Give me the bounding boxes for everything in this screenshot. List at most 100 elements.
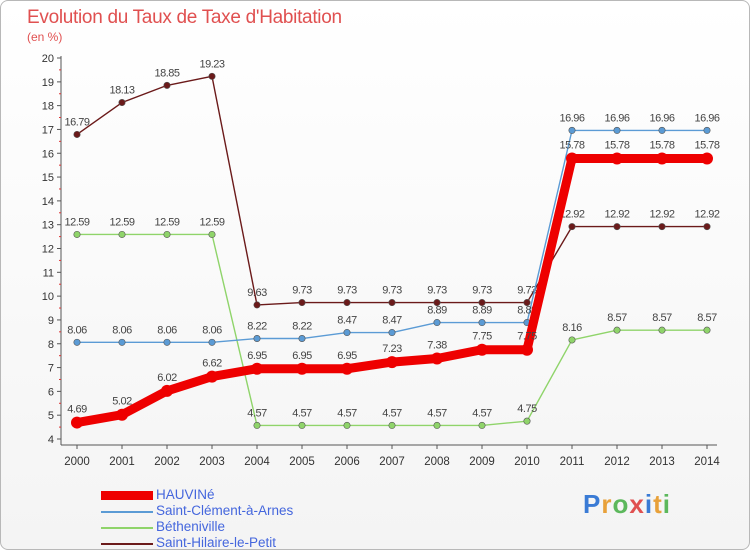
data-point xyxy=(613,223,621,231)
data-point xyxy=(431,352,443,365)
data-label: 9.73 xyxy=(292,285,312,297)
data-label: 16.96 xyxy=(559,112,584,124)
y-tick-label: 4 xyxy=(48,434,54,446)
data-label: 12.92 xyxy=(694,209,719,221)
legend-swatch xyxy=(101,527,153,529)
data-point xyxy=(118,230,126,238)
data-label: 6.95 xyxy=(337,350,357,362)
data-point xyxy=(611,152,623,165)
data-point xyxy=(161,384,173,397)
data-point xyxy=(433,299,441,307)
data-label: 9.73 xyxy=(517,285,537,297)
data-label: 12.92 xyxy=(604,209,629,221)
data-label: 9.73 xyxy=(337,285,357,297)
brand-letter: P xyxy=(583,489,602,519)
x-tick-label: 2012 xyxy=(604,456,630,468)
x-tick-label: 2006 xyxy=(334,456,360,468)
data-point xyxy=(478,421,486,429)
data-label: 18.85 xyxy=(154,67,179,79)
x-tick-label: 2004 xyxy=(244,456,270,468)
data-label: 4.57 xyxy=(337,407,357,419)
data-label: 9.73 xyxy=(382,285,402,297)
y-tick-label: 19 xyxy=(42,77,54,89)
data-point xyxy=(701,152,713,165)
y-tick-label: 11 xyxy=(43,267,54,279)
data-label: 8.47 xyxy=(337,315,357,327)
data-label: 4.57 xyxy=(382,407,402,419)
data-label: 5.02 xyxy=(112,396,132,408)
data-point xyxy=(298,299,306,307)
legend-swatch xyxy=(101,543,153,545)
data-label: 8.57 xyxy=(697,312,717,324)
data-point xyxy=(388,329,396,337)
data-label: 4.57 xyxy=(472,407,492,419)
data-label: 9.73 xyxy=(472,285,492,297)
x-tick-label: 2005 xyxy=(289,456,315,468)
data-label: 4.57 xyxy=(292,407,312,419)
data-label: 15.78 xyxy=(604,139,629,151)
data-point xyxy=(253,421,261,429)
data-point xyxy=(388,421,396,429)
data-point xyxy=(703,126,711,134)
x-tick-label: 2010 xyxy=(514,456,540,468)
x-tick-label: 2002 xyxy=(154,456,180,468)
data-point xyxy=(478,299,486,307)
data-label: 15.78 xyxy=(559,139,584,151)
data-label: 4.75 xyxy=(517,403,537,415)
data-point xyxy=(476,343,488,356)
x-tick-label: 2000 xyxy=(64,456,90,468)
chart-title: Evolution du Taux de Taxe d'Habitation xyxy=(27,7,342,28)
x-tick-label: 2011 xyxy=(560,456,585,468)
data-label: 8.06 xyxy=(67,324,87,336)
legend-label: Bétheniville xyxy=(156,519,226,534)
data-label: 12.92 xyxy=(649,209,674,221)
data-label: 7.75 xyxy=(472,331,492,343)
brand-letter: i xyxy=(662,489,671,519)
data-label: 4.57 xyxy=(247,407,267,419)
y-tick-label: 5 xyxy=(48,410,54,422)
brand-letter: x xyxy=(629,489,645,519)
data-label: 12.59 xyxy=(154,216,179,228)
data-point xyxy=(658,223,666,231)
x-tick-label: 2003 xyxy=(199,456,225,468)
data-label: 19.23 xyxy=(199,58,224,70)
data-label: 15.78 xyxy=(694,139,719,151)
data-point xyxy=(208,72,216,80)
y-tick-label: 9 xyxy=(48,315,54,327)
data-point xyxy=(478,319,486,327)
brand-letter: r xyxy=(601,489,613,519)
y-tick-label: 6 xyxy=(48,386,54,398)
legend-label: Saint-Clément-à-Arnes xyxy=(156,503,294,518)
data-point xyxy=(656,152,668,165)
data-label: 8.47 xyxy=(382,315,402,327)
x-tick-label: 2007 xyxy=(379,456,405,468)
data-point xyxy=(251,362,263,375)
data-point xyxy=(73,338,81,346)
data-label: 8.06 xyxy=(157,324,177,336)
data-point xyxy=(388,299,396,307)
data-label: 7.75 xyxy=(517,331,537,343)
y-tick-label: 8 xyxy=(48,339,54,351)
series-line xyxy=(76,75,707,306)
data-label: 16.96 xyxy=(604,112,629,124)
y-tick-label: 10 xyxy=(42,291,54,303)
data-point xyxy=(568,126,576,134)
data-point xyxy=(433,319,441,327)
y-tick-label: 18 xyxy=(42,101,54,113)
y-tick-label: 12 xyxy=(42,244,54,256)
brand-letter: t xyxy=(653,489,663,519)
data-label: 8.57 xyxy=(652,312,672,324)
x-tick-label: 2014 xyxy=(694,456,720,468)
data-label: 6.02 xyxy=(157,372,177,384)
legend-swatch xyxy=(101,511,153,513)
legend-label: HAUVINé xyxy=(156,487,215,502)
data-point xyxy=(568,336,576,344)
data-label: 8.22 xyxy=(247,321,267,333)
data-point xyxy=(71,416,83,429)
data-point xyxy=(343,329,351,337)
data-label: 8.89 xyxy=(472,305,492,317)
data-label: 8.57 xyxy=(607,312,627,324)
data-point xyxy=(118,338,126,346)
